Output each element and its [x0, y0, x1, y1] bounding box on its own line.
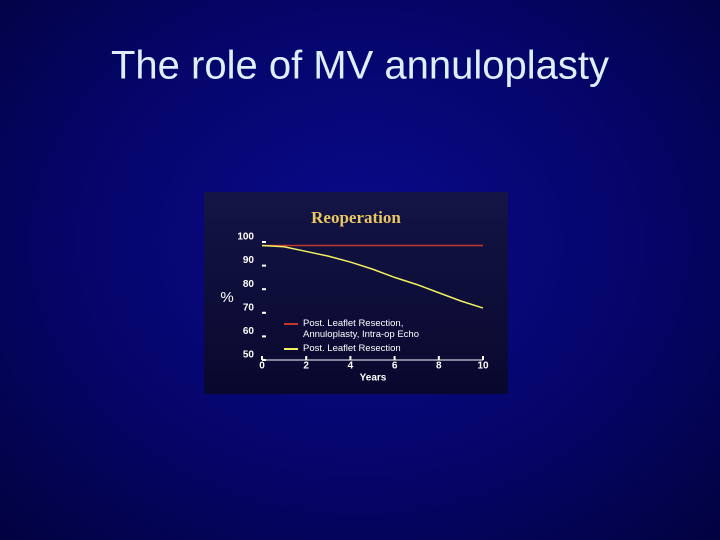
x-tick-label: 4 — [348, 361, 354, 372]
legend-swatch — [284, 323, 298, 325]
slide-title: The role of MV annuloplasty — [111, 44, 609, 88]
y-tick-label: 100 — [237, 232, 254, 243]
legend-label: Post. Leaflet Resection, Annuloplasty, I… — [303, 318, 420, 340]
y-tick-label: 80 — [243, 279, 255, 290]
legend-item: Post. Leaflet Resection — [284, 343, 433, 354]
chart-title: Reoperation — [311, 208, 401, 227]
series-line — [261, 244, 484, 309]
y-tick-label: 70 — [243, 302, 255, 313]
legend-swatch — [284, 348, 298, 350]
x-tick-label: 10 — [477, 361, 489, 372]
y-tick-label: 50 — [243, 350, 255, 361]
y-tick-label: 60 — [243, 326, 255, 337]
y-tick-label: 90 — [243, 255, 255, 266]
legend-item: Post. Leaflet Resection, Annuloplasty, I… — [284, 318, 433, 340]
y-axis-label: % — [220, 289, 233, 306]
x-tick-label: 0 — [259, 361, 265, 372]
x-tick-label: 2 — [303, 361, 309, 372]
legend: Post. Leaflet Resection, Annuloplasty, I… — [284, 318, 433, 357]
legend-label: Post. Leaflet Resection — [303, 343, 401, 354]
x-axis-label: Years — [360, 373, 387, 384]
x-tick-label: 8 — [436, 361, 442, 372]
x-tick-label: 6 — [392, 361, 398, 372]
